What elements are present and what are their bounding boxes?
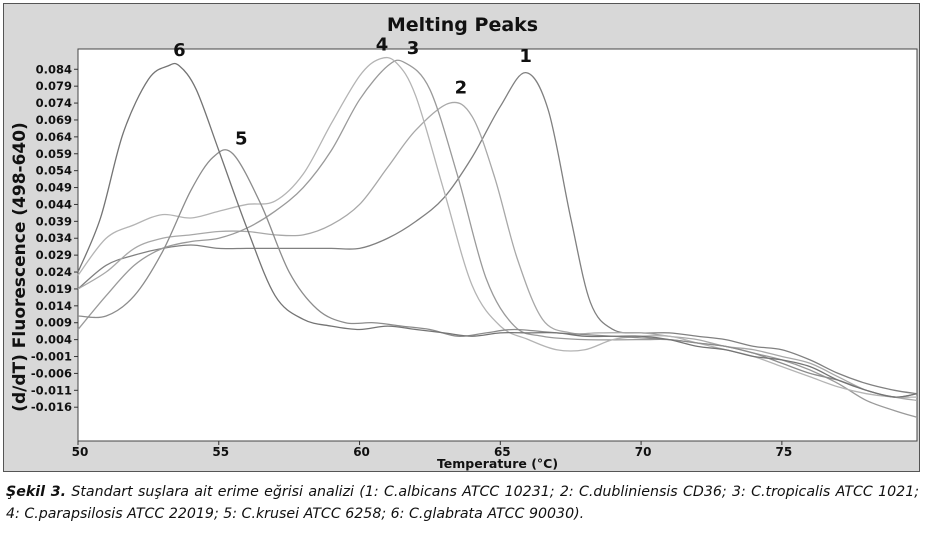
series-line-5 (77, 149, 918, 398)
x-tick-label: 55 (212, 445, 229, 459)
y-tick-label: -0.006 (31, 366, 72, 380)
y-tick-label: 0.074 (36, 96, 72, 110)
peak-label-5: 5 (235, 129, 248, 150)
y-axis-label: (d/dT) Fluorescence (498-640) (10, 122, 30, 412)
y-tick-label: 0.004 (36, 333, 72, 347)
peak-label-4: 4 (376, 35, 389, 56)
y-tick-label: 0.034 (36, 231, 72, 245)
y-tick-label: 0.029 (36, 248, 72, 262)
y-tick-label: 0.024 (36, 265, 72, 279)
x-tick-label: 70 (635, 445, 652, 459)
plot-area (77, 48, 918, 442)
x-tick-label: 50 (72, 445, 89, 459)
series-line-4 (77, 56, 918, 398)
y-tick-label: 0.019 (36, 282, 72, 296)
caption-text: Standart suşlara ait erime eğrisi analiz… (6, 484, 920, 522)
y-tick-label: 0.079 (36, 79, 72, 93)
melting-peaks-chart: 0.084 0.079 0.074 0.069 0.064 0.059 0.054 0.049… (10, 35, 918, 471)
peak-label-2: 2 (455, 78, 468, 99)
peak-label-3: 3 (407, 38, 420, 59)
x-tick-label: 65 (494, 445, 511, 459)
figure-caption: Şekil 3. Standart suşlara ait erime eğri… (6, 481, 919, 525)
y-tick-label: 0.044 (36, 197, 72, 211)
series-line-2 (77, 101, 918, 402)
y-tick-label: -0.011 (31, 383, 72, 397)
chart-title: Melting Peaks (386, 14, 539, 36)
peak-label-1: 1 (519, 46, 532, 67)
y-tick-label: 0.049 (36, 181, 72, 195)
caption-label: Şekil 3. (6, 484, 67, 500)
y-tick-label: 0.014 (36, 299, 72, 313)
y-tick-label: 0.069 (36, 113, 72, 127)
x-tick-label: 60 (353, 445, 370, 459)
y-tick-label: -0.001 (31, 350, 72, 364)
y-tick-label: 0.084 (36, 62, 72, 76)
y-tick-label: -0.016 (31, 400, 72, 414)
peak-label-6: 6 (173, 40, 186, 61)
y-tick-label: 0.009 (36, 316, 72, 330)
y-tick-label: 0.064 (36, 130, 72, 144)
y-tick-label: 0.054 (36, 164, 72, 178)
series-line-6 (77, 62, 918, 398)
y-tick-label: 0.059 (36, 147, 72, 161)
x-axis-label: Temperature (°C) (437, 456, 558, 471)
chart-frame: Melting Peaks 0.084 0.079 0.074 0.069 0.064 0… (3, 3, 920, 472)
series-line-1 (77, 72, 918, 395)
x-tick-label: 75 (776, 445, 793, 459)
y-tick-label: 0.039 (36, 214, 72, 228)
